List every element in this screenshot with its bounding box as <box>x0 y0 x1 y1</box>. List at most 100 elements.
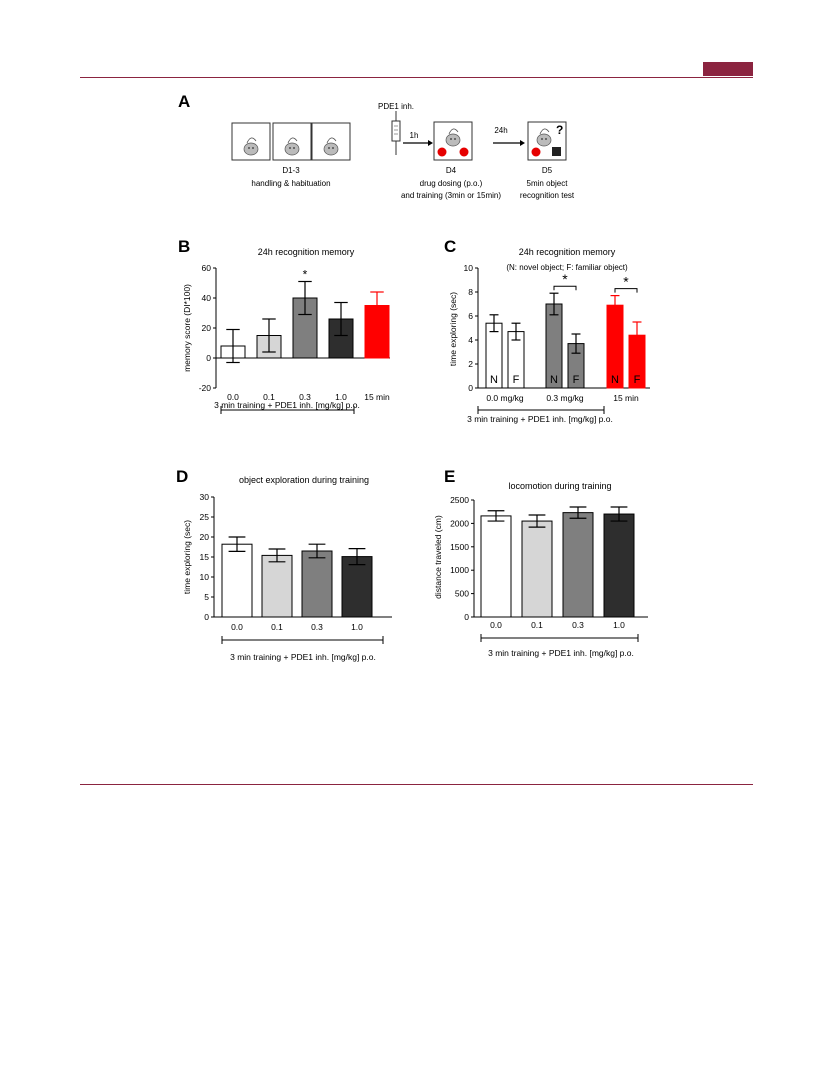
arrow1-label: 1h <box>410 131 419 140</box>
cage-d3 <box>311 122 351 161</box>
x-tick-label: 1.0 <box>351 622 363 632</box>
x-tick-label: 0.3 <box>572 620 584 630</box>
object-black-square <box>552 147 561 156</box>
panel-a: A D1-3 handling & <box>178 92 575 200</box>
footer-rule <box>80 784 753 785</box>
bar-letter-label: N <box>611 374 619 386</box>
bar-letter-label: N <box>490 374 498 386</box>
object-red-dot <box>437 147 447 157</box>
bar <box>480 515 512 618</box>
arrow-right-icon <box>493 140 525 146</box>
significance-star: * <box>303 268 308 282</box>
header-accent-tab <box>703 62 753 76</box>
bar <box>341 556 373 618</box>
step3-desc2: recognition test <box>520 191 575 200</box>
y-tick-label: 6 <box>468 311 473 321</box>
y-tick-label: 0 <box>206 353 211 363</box>
cage-training <box>433 121 473 161</box>
object-red-dot <box>459 147 469 157</box>
chart-title: 24h recognition memory <box>258 247 355 257</box>
panel-c-chart: C 24h recognition memory (N: novel objec… <box>444 237 650 424</box>
x-tick-label: 0.0 <box>227 392 239 402</box>
panel-e-label: E <box>444 467 455 486</box>
bar <box>221 543 253 618</box>
y-tick-label: 10 <box>464 263 474 273</box>
y-tick-label: 500 <box>455 589 469 599</box>
y-tick-label: 2500 <box>450 495 469 505</box>
step2-desc1: drug dosing (p.o.) <box>420 179 483 188</box>
cage-d1 <box>231 122 271 161</box>
y-tick-label: 10 <box>200 572 210 582</box>
y-axis-label: memory score (DI*100) <box>182 284 192 372</box>
chart-title: locomotion during training <box>508 481 611 491</box>
x-tick-label: 0.3 mg/kg <box>546 393 584 403</box>
step1-day: D1-3 <box>282 166 300 175</box>
mouse-icon <box>323 137 339 156</box>
panel-a-label: A <box>178 92 190 111</box>
y-tick-label: 25 <box>200 512 210 522</box>
mouse-icon <box>445 128 461 147</box>
x-tick-label: 0.0 <box>231 622 243 632</box>
bar <box>261 554 293 618</box>
step3-day: D5 <box>542 166 553 175</box>
arrow-right-icon <box>403 140 433 146</box>
step2-desc2: and training (3min or 15min) <box>401 191 501 200</box>
x-tick-label: 0.3 <box>311 622 323 632</box>
x-tick-label: 0.1 <box>271 622 283 632</box>
y-tick-label: 60 <box>202 263 212 273</box>
cage-d2 <box>272 122 312 161</box>
bar <box>301 550 333 618</box>
x-tick-label: 0.0 mg/kg <box>486 393 524 403</box>
y-tick-label: 2 <box>468 359 473 369</box>
x-tick-label: 1.0 <box>613 620 625 630</box>
y-tick-label: 2000 <box>450 518 469 528</box>
chart-subtitle: (N: novel object; F: familiar object) <box>506 263 628 272</box>
x-tick-label: 15 min <box>613 393 639 403</box>
chart-title: 24h recognition memory <box>519 247 616 257</box>
y-tick-label: 20 <box>202 323 212 333</box>
panel-e-chart: E locomotion during training distance tr… <box>433 467 648 658</box>
step2-day: D4 <box>446 166 457 175</box>
y-tick-label: 0 <box>464 612 469 622</box>
bar-letter-label: N <box>550 374 558 386</box>
x-tick-label: 0.0 <box>490 620 502 630</box>
bracket-label: 3 min training + PDE1 inh. [mg/kg] p.o. <box>488 648 634 658</box>
mouse-icon <box>243 137 259 156</box>
arrow2-label: 24h <box>494 126 507 135</box>
y-tick-label: 5 <box>204 592 209 602</box>
chart-title: object exploration during training <box>239 475 369 485</box>
y-tick-label: 40 <box>202 293 212 303</box>
x-tick-label: 0.3 <box>299 392 311 402</box>
panel-d-chart: D object exploration during training tim… <box>176 467 392 662</box>
significance-star: * <box>623 274 629 290</box>
object-red-dot <box>531 147 541 157</box>
panel-c-label: C <box>444 237 456 256</box>
y-tick-label: 0 <box>204 612 209 622</box>
step3-desc1: 5min object <box>527 179 569 188</box>
x-tick-label: 15 min <box>364 392 390 402</box>
bar <box>562 512 594 618</box>
significance-star: * <box>562 271 568 287</box>
panel-b-chart: B 24h recognition memory memory score (D… <box>178 237 390 414</box>
y-axis-label: distance traveled (cm) <box>433 515 443 599</box>
panel-d-label: D <box>176 467 188 486</box>
bar <box>521 520 553 618</box>
step1-desc: handling & habituation <box>251 179 330 188</box>
cage-test: ? <box>527 121 567 161</box>
y-tick-label: 4 <box>468 335 473 345</box>
question-mark: ? <box>556 123 563 137</box>
bracket-label: 3 min training + PDE1 inh. [mg/kg] p.o. <box>230 652 376 662</box>
panel-b-label: B <box>178 237 190 256</box>
x-tick-label: 0.1 <box>263 392 275 402</box>
y-tick-label: 1500 <box>450 542 469 552</box>
x-tick-label: 0.1 <box>531 620 543 630</box>
y-axis-label: time exploring (sec) <box>448 292 458 366</box>
bracket-label: 3 min training + PDE1 inh. [mg/kg] p.o. <box>214 400 360 410</box>
syringe-label: PDE1 inh. <box>378 102 414 111</box>
syringe-icon <box>391 111 401 155</box>
mouse-icon <box>284 137 300 156</box>
y-tick-label: 8 <box>468 287 473 297</box>
bar-letter-label: F <box>634 374 641 386</box>
x-tick-label: 1.0 <box>335 392 347 402</box>
header-rule <box>80 77 753 78</box>
